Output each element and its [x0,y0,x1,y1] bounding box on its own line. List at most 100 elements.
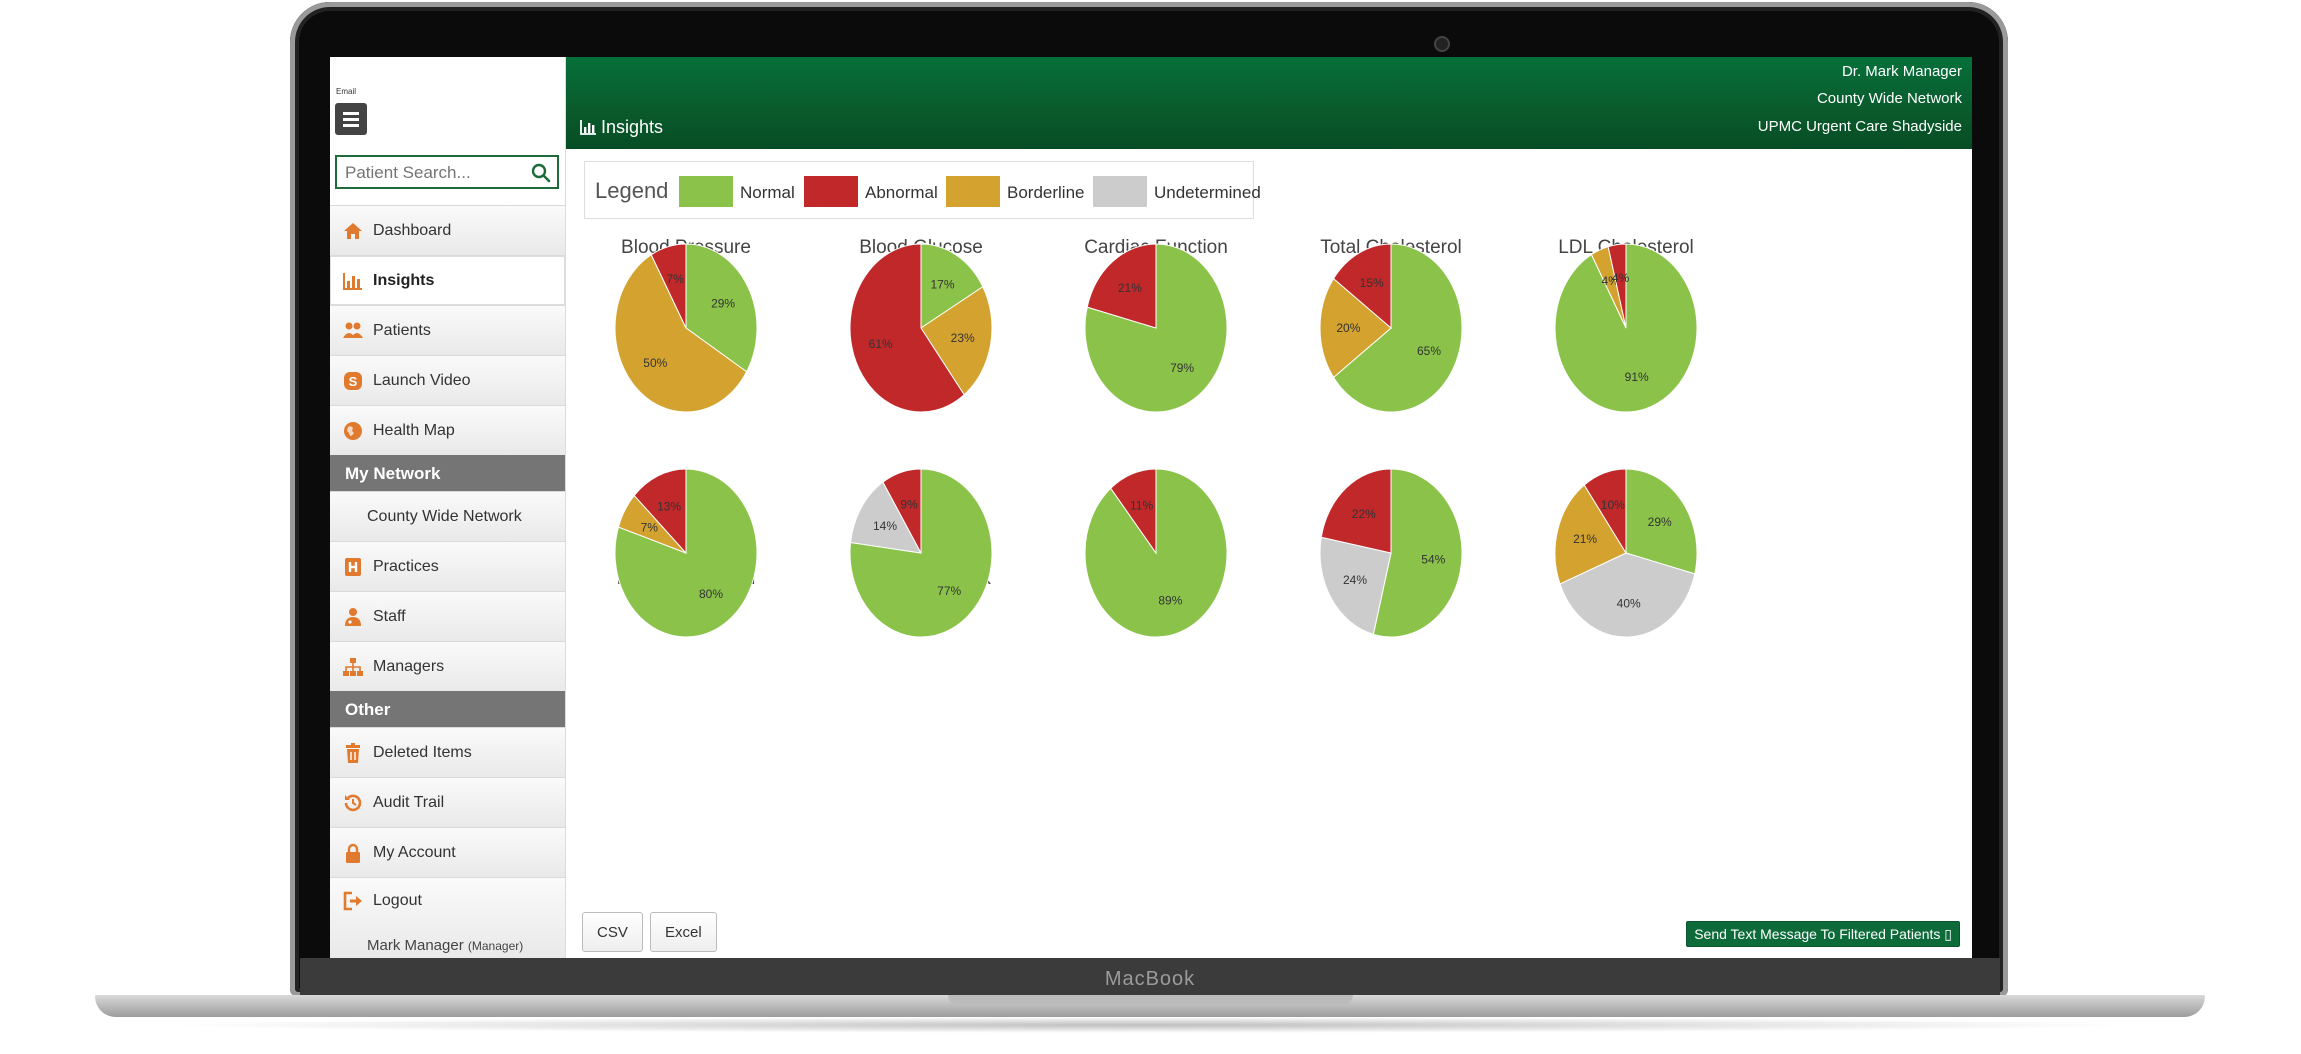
excel-button[interactable]: Excel [650,912,717,952]
pie-label-total-cholesterol-normal: 65% [1417,344,1441,358]
pie-label-cardiac-function-abnormal: 21% [1118,281,1142,295]
pie-label-peak-flow-undetermined: 40% [1617,596,1641,610]
sidebar-item-patients[interactable]: Patients [330,305,565,355]
pie-slice-cardiac-function-normal[interactable] [1084,243,1228,413]
pie-slice-vitals-risk-index-undetermined[interactable] [850,481,922,554]
pie-slice-blood-glucose-normal[interactable] [920,243,984,329]
sidebar-item-label: Patients [373,322,431,339]
section-header-other: Other [330,691,565,727]
bar-chart-icon [343,273,362,290]
csv-button[interactable]: CSV [582,912,643,952]
trash-icon [346,743,360,763]
svg-text:S: S [349,374,358,389]
sidebar-item-label: Audit Trail [373,794,445,811]
pie-slice-ecg-abnormal[interactable] [1110,468,1157,555]
sidebar-item-health-map[interactable]: Health Map [330,405,565,455]
pie-label-ecg-abnormal: 11% [1130,499,1153,513]
sidebar-item-label: Insights [373,272,435,289]
send-text-message-button[interactable]: Send Text Message To Filtered Patients ▯ [1686,921,1960,947]
sidebar-item-dashboard[interactable]: Dashboard [330,205,565,255]
sidebar-item-launch-video[interactable]: S Launch Video [330,355,565,405]
pie-label-vitals-risk-index-normal: 77% [937,584,961,598]
pie-label-total-cholesterol-abnormal: 15% [1360,276,1384,290]
legend-swatch-abnormal [804,176,858,207]
user-name: Mark Manager [367,937,464,954]
pie-slice-blood-pressure-normal[interactable] [685,243,758,373]
legend-label-undetermined: Undetermined [1154,183,1261,202]
laptop-brand-label: MacBook [1104,968,1196,990]
section-header-label: My Network [345,464,441,483]
pie-slice-peak-flow-abnormal[interactable] [1583,468,1627,555]
pie-slice-ausc-undetermined[interactable] [1319,536,1392,635]
pie-slice-cardiac-function-abnormal[interactable] [1086,243,1157,329]
app-screen: Email Dashboard Insights Patients S Laun… [330,57,1972,958]
sidebar-item-audit-trail[interactable]: Audit Trail [330,777,565,827]
sidebar-item-my-account[interactable]: My Account [330,827,565,877]
pie-label-vitals-risk-index-abnormal: 9% [900,498,918,512]
pie-slice-ausc-normal[interactable] [1372,468,1463,638]
sidebar-item-practices[interactable]: Practices [330,541,565,591]
pie-slice-ausc-abnormal[interactable] [1320,468,1392,554]
header-user-name[interactable]: Dr. Mark Manager [1841,63,1962,80]
section-header-my-network: My Network [330,455,565,491]
skype-icon: S [344,372,362,390]
pie-slice-peak-flow-undetermined[interactable] [1559,552,1696,638]
page-title-text: Insights [601,117,664,137]
pie-slice-total-cholesterol-normal[interactable] [1332,243,1463,413]
patient-search [335,155,559,189]
laptop-shadow [160,1017,2140,1033]
sidebar-item-insights[interactable]: Insights [330,255,565,305]
header-network[interactable]: County Wide Network [1816,90,1962,107]
search-icon[interactable] [531,163,551,183]
sidebar-item-label: Deleted Items [373,744,472,761]
pie-label-blood-glucose-abnormal: 61% [869,337,893,351]
pie-label-ausc-undetermined: 24% [1343,573,1367,587]
pie-label-peak-flow-normal: 29% [1648,515,1672,529]
pie-slice-blood-glucose-abnormal[interactable] [849,243,965,413]
home-icon [344,223,362,239]
header-practice[interactable]: UPMC Urgent Care Shadyside [1757,118,1962,135]
pie-label-ecg-normal: 89% [1158,593,1182,607]
sidebar-item-logout[interactable]: Logout [330,877,565,958]
pie-slice-total-cholesterol-borderline[interactable] [1319,277,1392,379]
pie-label-total-cholesterol-borderline: 20% [1336,321,1360,335]
sidebar: Email Dashboard Insights Patients S Laun… [330,57,566,958]
main-content: Insights Dr. Mark Manager County Wide Ne… [566,57,1972,958]
lock-icon [346,843,360,863]
pie-label-hdl-cholesterol-abnormal: 13% [657,500,681,514]
pie-slice-peak-flow-borderline[interactable] [1554,484,1627,585]
pie-slice-peak-flow-normal[interactable] [1625,468,1698,575]
pie-slice-blood-glucose-borderline[interactable] [920,286,993,396]
user-role: (Manager) [467,939,524,953]
pie-label-vitals-risk-index-undetermined: 14% [873,519,897,533]
search-input[interactable] [345,162,525,184]
sidebar-item-staff[interactable]: Staff [330,591,565,641]
sidebar-item-label: County Wide Network [367,508,522,525]
pie-label-blood-pressure-normal: 29% [711,296,735,310]
sidebar-item-label: Logout [373,892,422,909]
history-icon [344,794,362,812]
email-label[interactable]: Email [336,87,357,96]
legend-label-normal: Normal [740,183,795,202]
page-title: Insights [580,117,663,138]
sidebar-item-deleted-items[interactable]: Deleted Items [330,727,565,777]
pie-slice-vitals-risk-index-abnormal[interactable] [882,468,922,554]
pie-slice-blood-pressure-abnormal[interactable] [650,243,687,329]
hospital-icon [345,558,361,576]
pie-slice-ldl-cholesterol-abnormal[interactable] [1607,243,1627,329]
menu-toggle-button[interactable] [335,103,367,135]
pie-slice-hdl-cholesterol-abnormal[interactable] [633,468,687,555]
sidebar-item-label: Dashboard [373,222,452,239]
sidebar-item-county-wide-network[interactable]: County Wide Network [330,491,565,541]
pie-label-cardiac-function-normal: 79% [1170,361,1194,375]
pie-label-peak-flow-borderline: 21% [1573,532,1597,546]
sidebar-item-managers[interactable]: Managers [330,641,565,691]
sidebar-item-label: Staff [373,608,406,625]
globe-icon [344,422,362,440]
pie-label-blood-pressure-borderline: 50% [643,356,667,370]
pie-label-blood-glucose-normal: 17% [930,278,954,292]
sidebar-item-label: Health Map [373,422,455,439]
sidebar-item-label: Practices [373,558,439,575]
pie-slice-total-cholesterol-abnormal[interactable] [1332,243,1392,330]
pie-slice-blood-pressure-borderline[interactable] [614,254,748,413]
